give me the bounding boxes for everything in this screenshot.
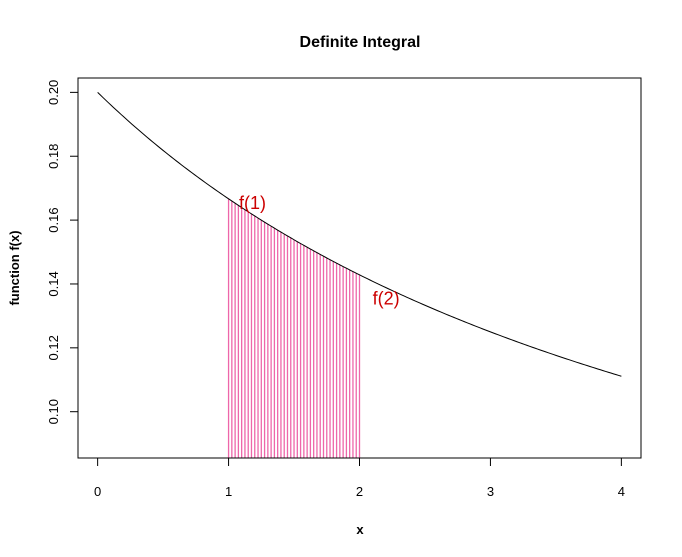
y-axis: 0.10 0.12 0.14 0.16 0.18 0.20 xyxy=(46,80,79,424)
y-tick-label: 0.12 xyxy=(46,335,61,360)
x-tick-label: 1 xyxy=(225,484,232,499)
annotation-label: f(1) xyxy=(239,193,266,213)
y-tick-label: 0.14 xyxy=(46,271,61,296)
x-tick-label: 3 xyxy=(487,484,494,499)
chart-title: Definite Integral xyxy=(300,34,421,51)
x-tick-label: 2 xyxy=(356,484,363,499)
annotation-label: f(2) xyxy=(373,289,400,309)
annotations: f(1) f(2) xyxy=(239,193,400,309)
y-tick-label: 0.20 xyxy=(46,80,61,105)
y-tick-label: 0.16 xyxy=(46,207,61,232)
y-axis-label: function f(x) xyxy=(7,230,22,305)
y-tick-label: 0.18 xyxy=(46,144,61,169)
x-tick-label: 0 xyxy=(94,484,101,499)
y-tick-label: 0.10 xyxy=(46,399,61,424)
x-tick-label: 4 xyxy=(618,484,625,499)
shaded-region xyxy=(227,198,361,458)
function-curve xyxy=(97,92,622,377)
x-axis: 0 1 2 3 4 xyxy=(94,457,625,499)
x-axis-label: x xyxy=(356,522,364,537)
